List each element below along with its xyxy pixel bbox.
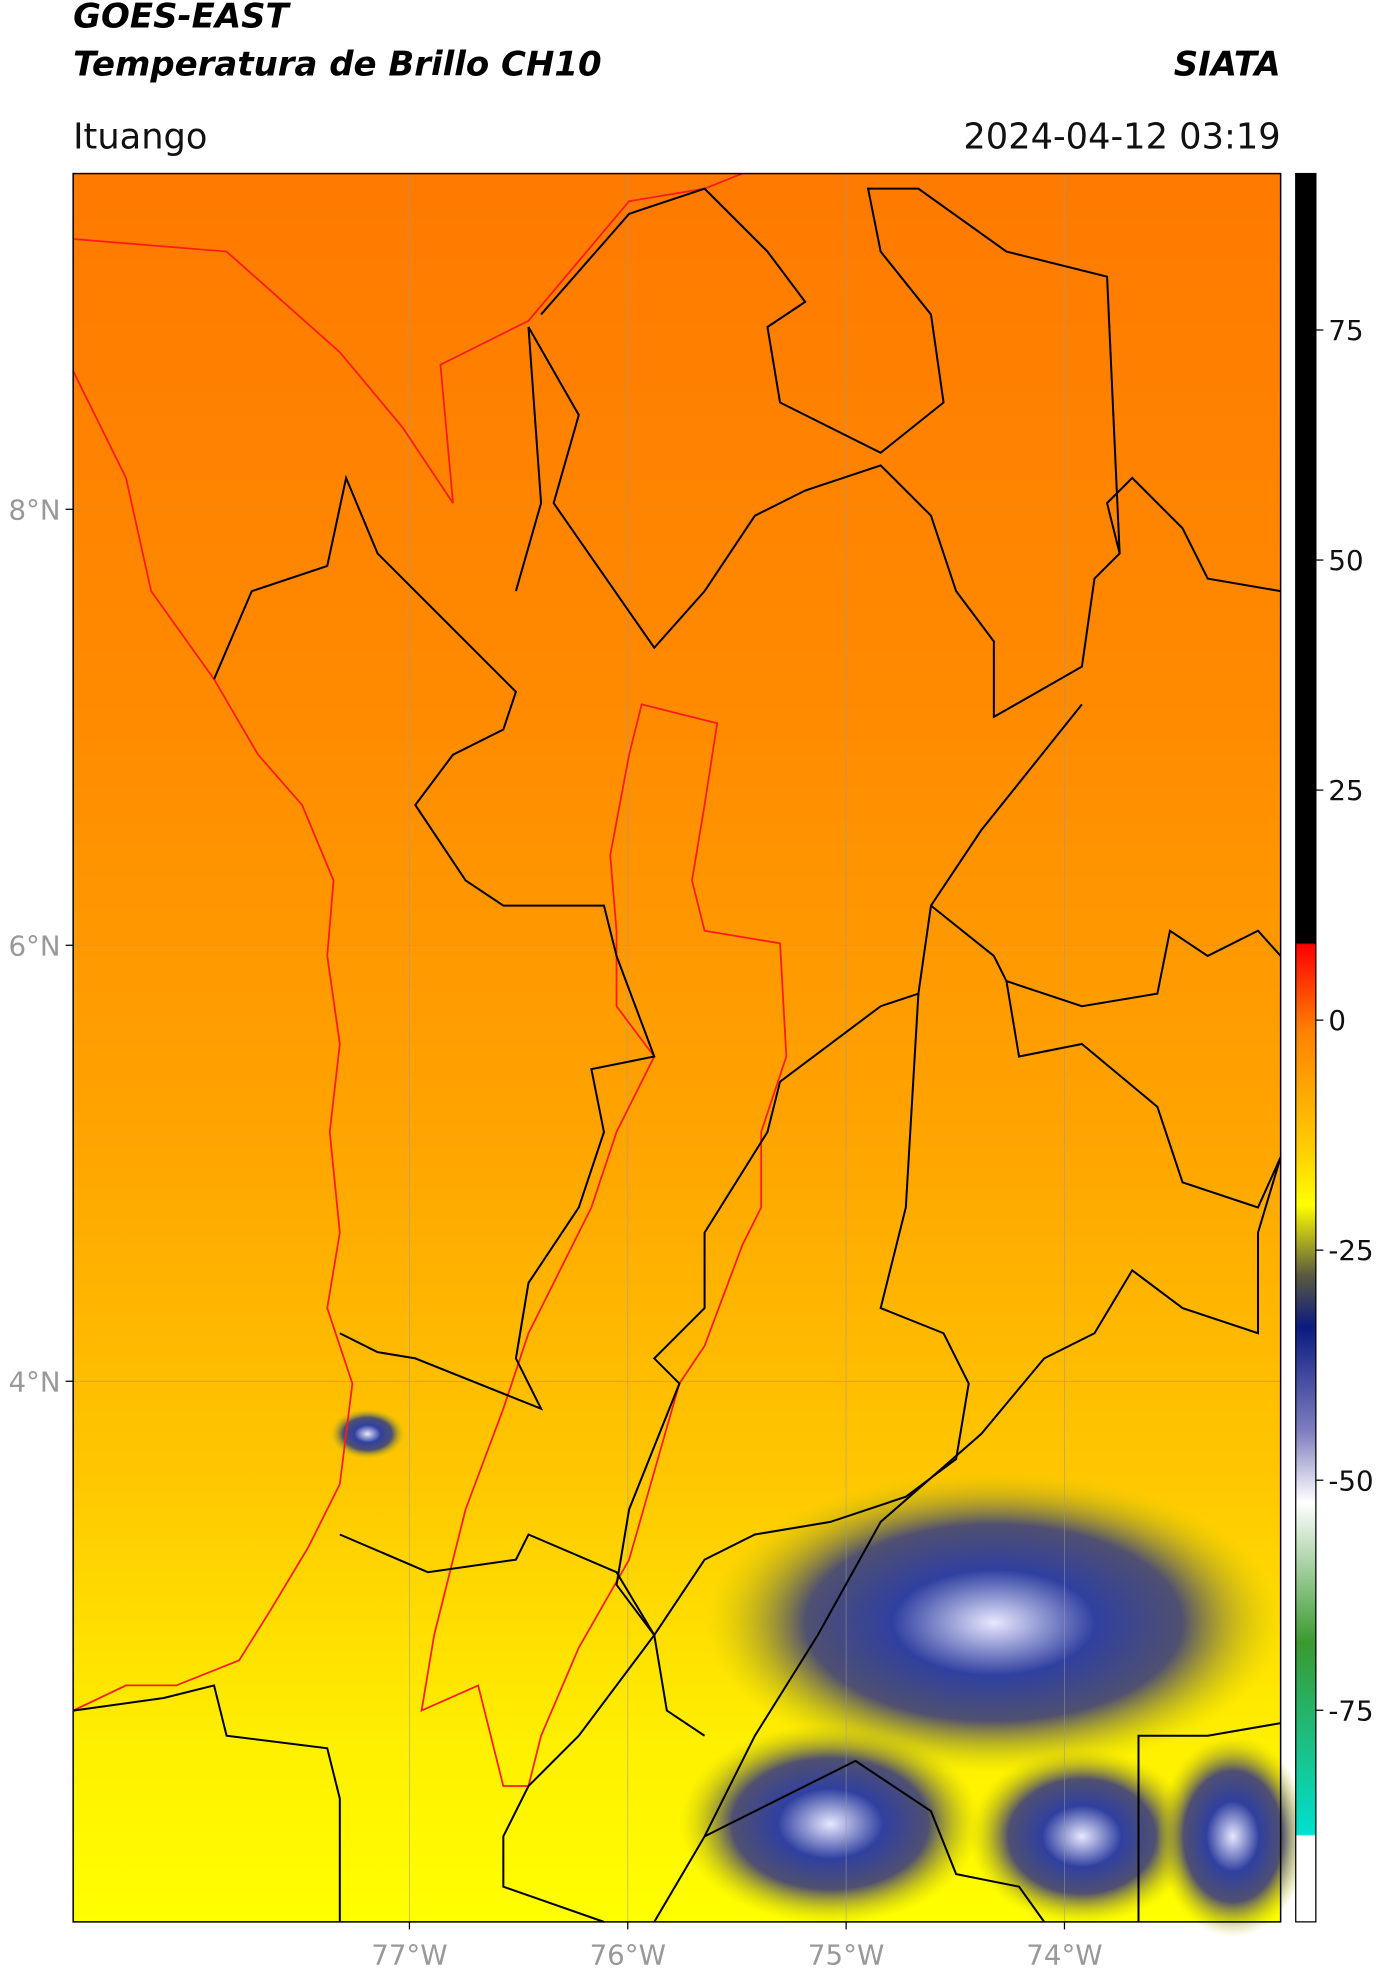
map-frame (72, 172, 1282, 1923)
department-border (615, 703, 1083, 1737)
cloud-cluster (329, 1408, 406, 1460)
y-tick-label: 4°N (8, 1365, 60, 1398)
department-border (1137, 1722, 1281, 1922)
map-area (72, 172, 1309, 1937)
department-border (73, 1684, 341, 1922)
colorbar-tick-label: -25 (1328, 1234, 1373, 1267)
x-tick-label: 76°W (590, 1939, 666, 1972)
cloud-cluster (704, 1471, 1284, 1774)
source: SIATA (1174, 44, 1281, 84)
x-tick-label: 75°W (808, 1939, 884, 1972)
colorbar-tick-label: 0 (1328, 1004, 1346, 1037)
colorbar-tick-label: 50 (1328, 544, 1363, 577)
coastline (73, 172, 743, 504)
department-border (339, 1533, 656, 1923)
department-border (704, 1759, 1045, 1923)
x-tick-label: 74°W (1026, 1939, 1102, 1972)
subtitle: Temperatura de Brillo CH10 (73, 44, 601, 84)
department-border (514, 326, 1281, 719)
y-tick-label: 8°N (8, 493, 60, 526)
graticule (73, 173, 1281, 1922)
department-border (213, 474, 656, 1411)
colorbar: 75 50 25 0 -25 -50 -75 (1295, 172, 1374, 1923)
x-tick-label: 77°W (371, 1939, 447, 1972)
y-tick-label: 6°N (8, 929, 60, 962)
title: GOES-EAST (73, 0, 291, 37)
cloud-cluster (1157, 1735, 1309, 1937)
location: Ituango (73, 116, 207, 157)
colorbar-tick-label: -75 (1328, 1694, 1373, 1727)
colorbar-tick-label: 75 (1328, 314, 1363, 347)
colorbar-scale (1295, 172, 1317, 1923)
coastline (72, 370, 354, 1712)
cloud-cluster (679, 1723, 982, 1925)
datetime: 2024-04-12 03:19 (963, 116, 1280, 157)
department-border (653, 980, 1282, 1923)
colorbar-tick-label: -50 (1328, 1464, 1373, 1497)
department-border (540, 187, 1121, 554)
department-border (930, 904, 1282, 1008)
department-border (653, 993, 970, 1636)
colorbar-tick-label: 25 (1328, 774, 1363, 807)
